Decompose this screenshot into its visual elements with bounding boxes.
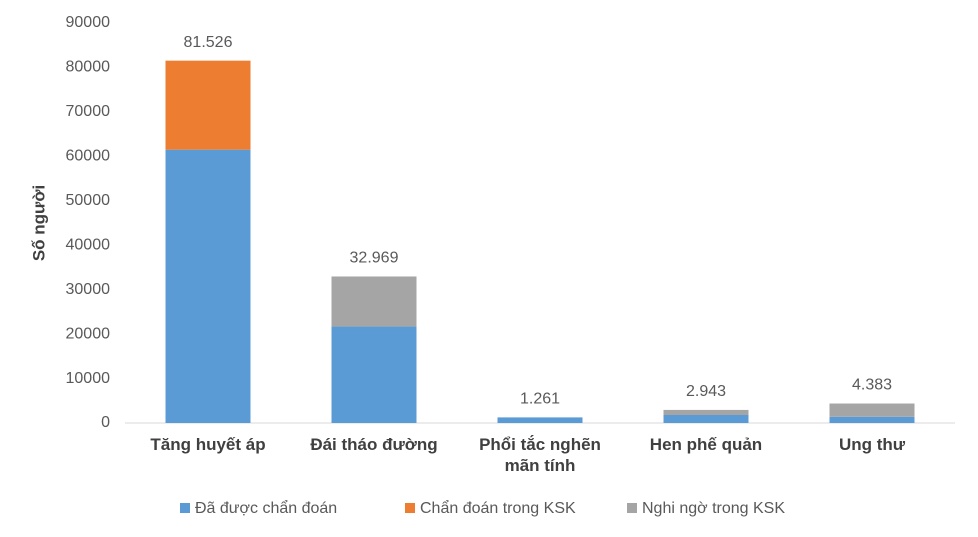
legend-swatch	[180, 503, 190, 513]
y-tick-label: 10000	[66, 370, 111, 387]
x-tick-label: Hen phế quản	[649, 435, 763, 454]
y-tick-label: 40000	[66, 236, 111, 253]
y-tick-label: 90000	[66, 14, 111, 31]
y-axis-title: Số người	[29, 185, 48, 261]
y-tick-label: 30000	[66, 281, 111, 298]
total-label: 32.969	[350, 250, 399, 267]
legend-label: Đã được chẩn đoán	[195, 499, 337, 517]
y-tick-label: 50000	[66, 192, 111, 209]
total-label: 1.261	[520, 391, 560, 408]
x-tick-label: Ung thư	[838, 435, 906, 454]
y-tick-label: 80000	[66, 59, 111, 76]
bar-segment	[331, 276, 417, 327]
bar-segment	[829, 403, 915, 417]
total-label: 4.383	[852, 377, 892, 394]
total-label: 81.526	[184, 34, 233, 51]
total-label: 2.943	[686, 383, 726, 400]
bar-segment	[165, 149, 251, 423]
y-tick-label: 60000	[66, 148, 111, 165]
x-tick-label: Tăng huyết áp	[150, 435, 266, 454]
y-tick-label: 0	[101, 414, 110, 431]
bar-segment	[829, 416, 915, 423]
y-tick-label: 20000	[66, 325, 111, 342]
x-tick-label: Đái tháo đường	[310, 435, 438, 454]
legend-label: Chẩn đoán trong KSK	[420, 499, 576, 517]
bar-segment	[165, 60, 251, 150]
legend-swatch	[405, 503, 415, 513]
legend-label: Nghi ngờ trong KSK	[642, 500, 785, 517]
bar-segment	[663, 415, 749, 423]
x-tick-label: Phổi tắc nghẽn mãn tính	[479, 435, 601, 475]
y-tick-label: 70000	[66, 103, 111, 120]
legend-swatch	[627, 503, 637, 513]
bar-segment	[663, 409, 749, 415]
bar-segment	[497, 417, 583, 423]
bar-segment	[331, 326, 417, 423]
